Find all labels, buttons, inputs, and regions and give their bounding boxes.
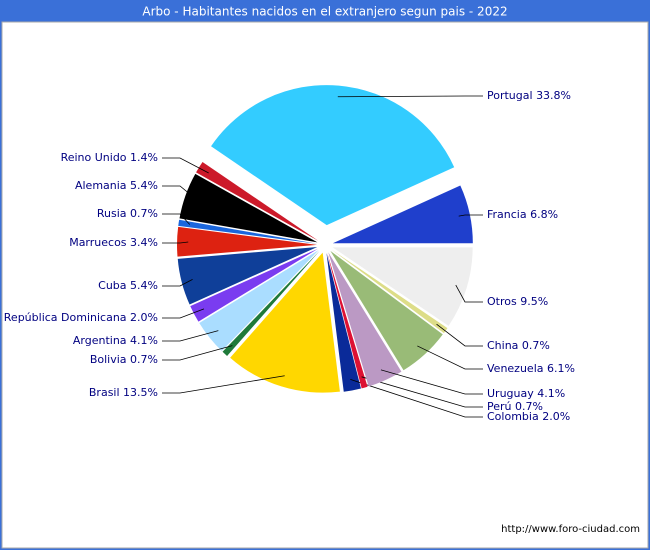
slice-name: Reino Unido xyxy=(61,151,127,164)
slice-value: 3.4% xyxy=(130,236,158,249)
slice-value: 5.4% xyxy=(130,279,158,292)
slice-value: 4.1% xyxy=(130,334,158,347)
pie-slice xyxy=(177,226,318,257)
slice-value: 0.7% xyxy=(522,339,550,352)
slice-name: República Dominicana xyxy=(4,311,127,324)
leader-line xyxy=(162,241,189,244)
leader-line xyxy=(436,323,483,347)
pie-slice xyxy=(326,252,361,392)
slice-name: Francia xyxy=(487,208,527,221)
slice-value: 0.7% xyxy=(130,353,158,366)
source: http://www.foro-ciudad.com xyxy=(501,524,640,535)
chart-title: Arbo - Habitantes nacidos en el extranje… xyxy=(142,5,507,19)
slice-value: 6.1% xyxy=(547,362,575,375)
slice-name: Bolivia xyxy=(90,353,127,366)
slice-label: Reino Unido 1.4% xyxy=(61,151,158,164)
leader-line xyxy=(458,214,483,217)
slice-value: 9.5% xyxy=(520,295,548,308)
slice-label: Cuba 5.4% xyxy=(98,279,158,292)
slice-name: Otros xyxy=(487,295,517,308)
leader-line xyxy=(162,185,197,200)
pie-slice xyxy=(230,252,340,393)
slice-name: Venezuela xyxy=(487,362,544,375)
leader-line xyxy=(162,157,209,174)
slice-name: Alemania xyxy=(75,179,127,192)
pie-slice xyxy=(177,247,318,305)
leader-line xyxy=(337,95,483,98)
leader-line xyxy=(162,345,233,361)
slice-label: Brasil 13.5% xyxy=(89,386,158,399)
slice-label: Perú 0.7% xyxy=(487,400,543,413)
slice-value: 2.0% xyxy=(542,410,570,423)
leader-line xyxy=(162,213,191,225)
slice-label: Bolivia 0.7% xyxy=(90,353,158,366)
pie-slice xyxy=(196,161,319,241)
slice-name: Colombia xyxy=(487,410,539,423)
pie-slice xyxy=(190,248,318,322)
pie-slice xyxy=(178,219,318,244)
pie-slice xyxy=(330,250,443,371)
slice-value: 33.8% xyxy=(536,89,571,102)
slice-value: 1.4% xyxy=(130,151,158,164)
pie-slice xyxy=(331,249,448,334)
leader-line xyxy=(417,345,483,370)
pie-slice xyxy=(199,250,319,351)
slice-value: 4.1% xyxy=(537,387,565,400)
slice-label: Alemania 5.4% xyxy=(75,179,158,192)
slice-label: Venezuela 6.1% xyxy=(487,362,575,375)
slice-label: Argentina 4.1% xyxy=(73,334,158,347)
slice-label: Colombia 2.0% xyxy=(487,410,570,423)
leader-line xyxy=(455,284,483,303)
slice-value: 0.7% xyxy=(130,207,158,220)
pie-slice xyxy=(327,252,368,389)
slice-label: Portugal 33.8% xyxy=(487,89,571,102)
leader-line xyxy=(350,379,483,418)
slice-name: Brasil xyxy=(89,386,120,399)
slice-value: 13.5% xyxy=(123,386,158,399)
leader-line xyxy=(361,376,483,408)
pie-slice xyxy=(222,250,320,356)
slice-name: Argentina xyxy=(73,334,127,347)
slice-name: Perú xyxy=(487,400,512,413)
slice-name: Portugal xyxy=(487,89,533,102)
slice-name: China xyxy=(487,339,518,352)
pie-slice xyxy=(211,85,455,226)
slice-name: Cuba xyxy=(98,279,126,292)
slice-label: República Dominicana 2.0% xyxy=(4,311,158,324)
leader-line xyxy=(162,308,205,319)
slice-value: 2.0% xyxy=(130,311,158,324)
slice-label: Francia 6.8% xyxy=(487,208,558,221)
slice-value: 6.8% xyxy=(530,208,558,221)
slice-label: Rusia 0.7% xyxy=(97,207,158,220)
pie-slice xyxy=(332,247,473,326)
slice-label: China 0.7% xyxy=(487,339,550,352)
pie-slice xyxy=(332,185,473,244)
slice-name: Rusia xyxy=(97,207,127,220)
slice-name: Marruecos xyxy=(69,236,127,249)
slice-value: 0.7% xyxy=(515,400,543,413)
leader-line xyxy=(162,278,193,287)
leader-line xyxy=(380,369,483,395)
pie-slice xyxy=(179,173,318,243)
slice-label: Uruguay 4.1% xyxy=(487,387,565,400)
slice-name: Uruguay xyxy=(487,387,534,400)
slice-label: Marruecos 3.4% xyxy=(69,236,158,249)
leader-line xyxy=(162,375,285,394)
pie-slice xyxy=(328,252,402,387)
slice-label: Otros 9.5% xyxy=(487,295,548,308)
leader-line xyxy=(162,330,219,342)
slice-value: 5.4% xyxy=(130,179,158,192)
